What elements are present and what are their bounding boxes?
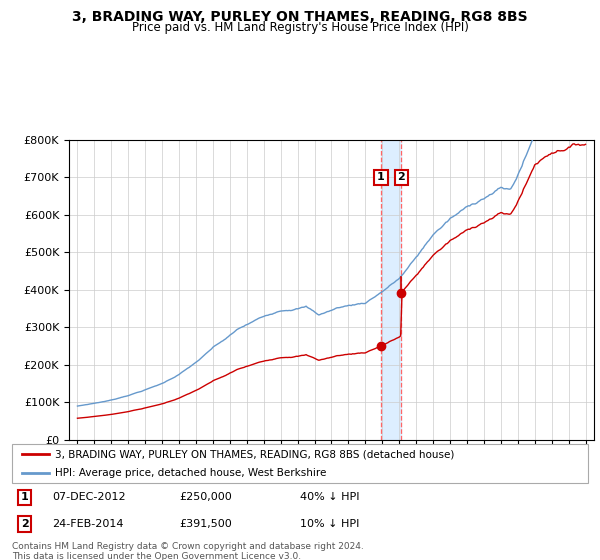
Text: Price paid vs. HM Land Registry's House Price Index (HPI): Price paid vs. HM Land Registry's House …: [131, 21, 469, 34]
Text: 40% ↓ HPI: 40% ↓ HPI: [300, 492, 359, 502]
Text: 3, BRADING WAY, PURLEY ON THAMES, READING, RG8 8BS: 3, BRADING WAY, PURLEY ON THAMES, READIN…: [72, 10, 528, 24]
Text: 10% ↓ HPI: 10% ↓ HPI: [300, 519, 359, 529]
Text: 24-FEB-2014: 24-FEB-2014: [52, 519, 124, 529]
Text: 1: 1: [21, 492, 29, 502]
Text: 1: 1: [377, 172, 385, 183]
FancyBboxPatch shape: [12, 444, 588, 483]
Text: 2: 2: [397, 172, 405, 183]
Text: £391,500: £391,500: [179, 519, 232, 529]
Text: 3, BRADING WAY, PURLEY ON THAMES, READING, RG8 8BS (detached house): 3, BRADING WAY, PURLEY ON THAMES, READIN…: [55, 450, 455, 460]
Text: HPI: Average price, detached house, West Berkshire: HPI: Average price, detached house, West…: [55, 468, 326, 478]
Text: 07-DEC-2012: 07-DEC-2012: [52, 492, 126, 502]
Bar: [381, 140, 401, 440]
Text: Contains HM Land Registry data © Crown copyright and database right 2024.
This d: Contains HM Land Registry data © Crown c…: [12, 542, 364, 560]
Text: 2: 2: [21, 519, 29, 529]
Text: £250,000: £250,000: [179, 492, 232, 502]
